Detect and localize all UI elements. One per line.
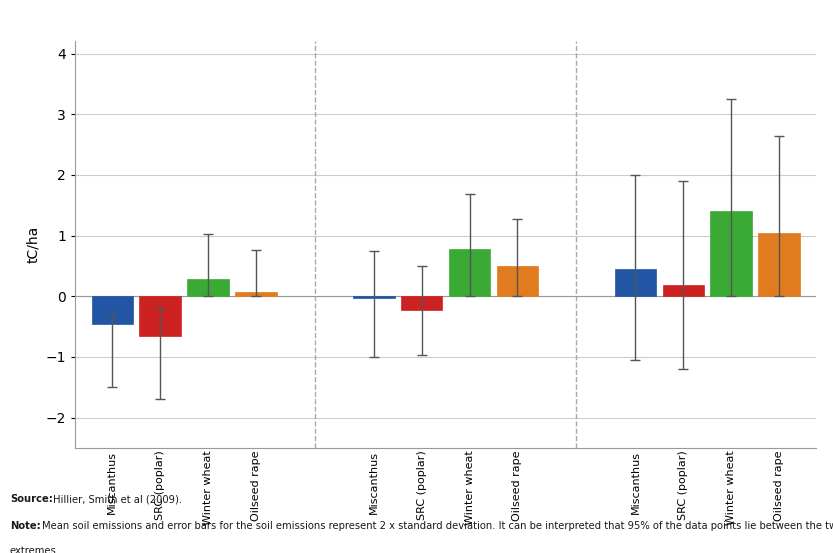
Bar (449, 249, 491, 296)
Text: Figure 2.4:: Figure 2.4: (10, 17, 92, 30)
Text: Hillier, Smith et al (2009).: Hillier, Smith et al (2009). (53, 494, 182, 504)
Bar (401, 296, 442, 310)
Text: Note:: Note: (10, 521, 41, 531)
Bar (662, 285, 704, 296)
Bar (139, 296, 181, 336)
Bar (92, 296, 133, 324)
Bar (496, 266, 538, 296)
Bar (758, 233, 800, 296)
Bar (187, 279, 229, 296)
Bar (235, 292, 277, 296)
Text: extremes.: extremes. (10, 546, 60, 553)
Text: Annual soil carbon changes of arable crops and dedicated energy crops: Annual soil carbon changes of arable cro… (71, 17, 555, 30)
Bar (711, 211, 752, 296)
Text: Mean soil emissions and error bars for the soil emissions represent 2 x standard: Mean soil emissions and error bars for t… (42, 521, 833, 531)
Bar (353, 296, 395, 298)
Bar (615, 269, 656, 296)
Y-axis label: tC/ha: tC/ha (26, 226, 40, 263)
Text: Source:: Source: (10, 494, 52, 504)
